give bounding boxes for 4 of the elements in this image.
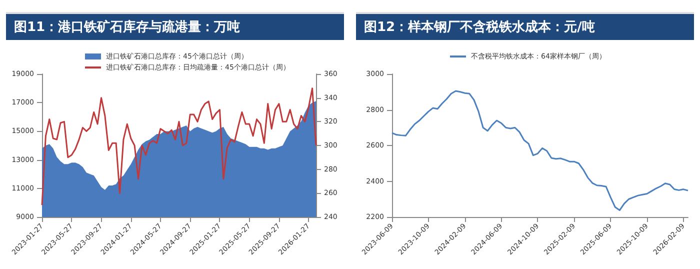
chart-title: 图12：样本钢厂不含税铁水成本：元/吨 [356,12,694,40]
line-series [391,90,689,211]
line-series [41,88,317,206]
chart-title: 图11：港口铁矿石库存与疏港量：万吨 [6,12,344,40]
